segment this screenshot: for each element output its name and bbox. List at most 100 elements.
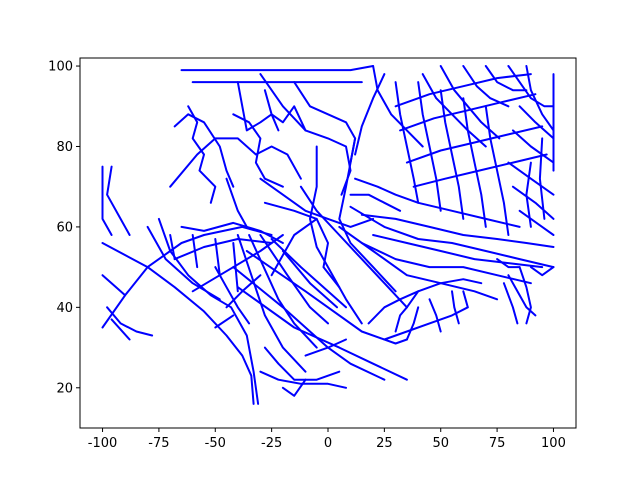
series-line	[417, 81, 442, 212]
series-line	[180, 221, 284, 244]
series-line	[270, 238, 347, 309]
series-line	[462, 97, 487, 228]
series-line	[484, 65, 528, 92]
x-tick-label: -100	[88, 436, 118, 451]
series-line	[236, 286, 408, 381]
series-line	[304, 338, 347, 357]
series-line	[281, 250, 338, 309]
series-line	[225, 274, 262, 309]
series-line	[511, 129, 555, 164]
series-line	[525, 161, 532, 228]
series-line	[484, 105, 510, 236]
series-line	[232, 242, 239, 293]
series-line	[496, 258, 521, 269]
y-tick-label: 20	[56, 381, 73, 396]
series-line	[101, 165, 113, 236]
series-line	[349, 193, 402, 212]
series-line	[236, 81, 280, 132]
series-line	[405, 125, 544, 164]
series-line	[538, 137, 546, 220]
series-line	[383, 306, 469, 341]
series-line	[225, 177, 248, 228]
series-layer	[101, 65, 555, 405]
series-line	[191, 234, 284, 293]
series-line	[110, 318, 131, 341]
series-line	[263, 89, 307, 132]
x-tick-label: 100	[541, 436, 566, 451]
series-line	[372, 234, 544, 269]
series-line	[507, 65, 555, 108]
series-line	[169, 234, 176, 261]
series-line	[525, 65, 555, 132]
series-line	[236, 234, 307, 373]
series-line	[232, 113, 284, 188]
series-line	[421, 73, 487, 148]
series-line	[146, 225, 221, 301]
series-line	[106, 306, 154, 337]
x-tick-label: 75	[489, 436, 506, 451]
y-tick-label: 60	[56, 220, 73, 235]
series-line	[214, 314, 235, 329]
x-tick-label: -50	[205, 436, 226, 451]
series-line	[394, 306, 408, 333]
x-tick-label: 25	[376, 436, 393, 451]
x-tick-label: 0	[324, 436, 332, 451]
series-line	[106, 165, 131, 236]
series-line	[439, 65, 501, 140]
y-tick-label: 80	[56, 140, 73, 155]
series-line	[428, 298, 442, 333]
series-line	[173, 113, 235, 188]
x-tick-label: 50	[432, 436, 449, 451]
series-line	[439, 89, 465, 220]
series-line	[405, 278, 483, 309]
series-line	[399, 93, 537, 132]
series-line	[180, 65, 375, 72]
series-line	[169, 137, 302, 188]
series-line	[338, 225, 499, 301]
y-axis: 20 40 60 80 100	[48, 60, 80, 396]
series-line	[529, 266, 555, 277]
series-line	[462, 290, 469, 309]
series-line	[259, 370, 347, 389]
series-line	[259, 177, 375, 228]
series-line	[259, 234, 329, 325]
series-line	[360, 213, 555, 248]
series-line	[451, 290, 460, 325]
series-line	[270, 217, 341, 289]
series-line	[394, 73, 532, 108]
x-axis: -100 -75 -50 -25 0 25 50 75 100	[88, 428, 566, 451]
series-line	[101, 274, 127, 297]
series-line	[101, 242, 255, 405]
series-line	[405, 306, 420, 341]
y-tick-label: 100	[48, 60, 73, 75]
series-line	[263, 201, 318, 220]
series-line	[412, 153, 548, 188]
series-line	[263, 346, 341, 381]
series-line	[372, 65, 424, 148]
series-line	[299, 185, 408, 309]
series-line	[360, 242, 532, 285]
series-line	[518, 266, 532, 325]
series-line	[511, 185, 555, 220]
x-tick-label: -25	[261, 436, 282, 451]
series-line	[518, 105, 555, 140]
series-line	[281, 378, 307, 397]
y-tick-label: 40	[56, 301, 73, 316]
x-tick-label: -75	[148, 436, 169, 451]
series-line	[173, 238, 273, 261]
series-line	[187, 105, 217, 204]
series-line	[245, 250, 408, 345]
series-line	[507, 274, 537, 317]
series-line	[349, 205, 555, 269]
series-line	[367, 290, 420, 325]
series-line	[214, 238, 221, 277]
series-line	[309, 145, 363, 325]
series-line	[214, 266, 251, 325]
series-line	[507, 161, 555, 196]
series-line	[462, 65, 510, 108]
series-line	[259, 73, 352, 196]
series-line	[518, 209, 555, 236]
series-line	[502, 282, 519, 325]
series-line	[191, 234, 199, 269]
